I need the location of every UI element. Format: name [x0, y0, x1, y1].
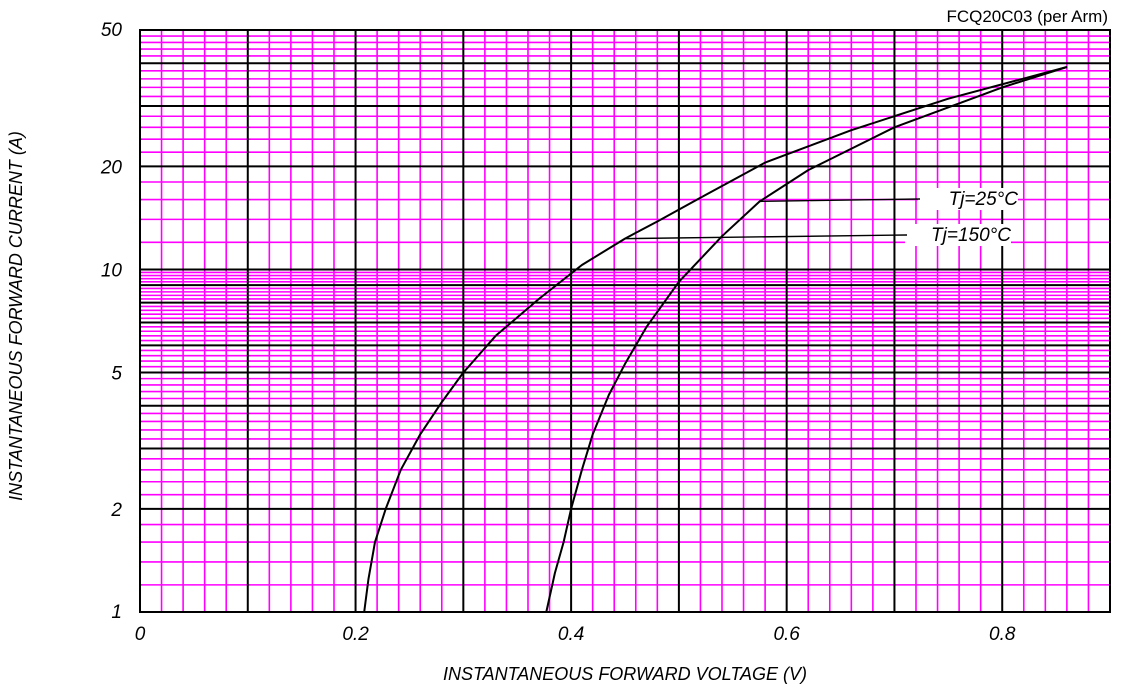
x-tick-labels: 0 0.2 0.4 0.6 0.8 [135, 624, 1016, 645]
x-axis-label: INSTANTANEOUS FORWARD VOLTAGE (V) [443, 664, 807, 684]
x-tick-label: 0 [135, 624, 146, 645]
y-tick-label: 10 [101, 260, 123, 281]
y-tick-label: 5 [111, 364, 122, 385]
series-layer [363, 66, 1068, 613]
chart-title: FCQ20C03 (per Arm) [946, 7, 1108, 26]
plot-frame [139, 29, 1111, 613]
series-annotation: Tj=25°C [759, 188, 1019, 210]
x-tick-label: 0.2 [342, 624, 369, 645]
series-label: Tj=25°C [949, 189, 1019, 210]
minor-grid [140, 30, 1110, 612]
series-line-tj-150c [363, 66, 1068, 613]
y-tick-labels: 1 2 5 10 20 50 [100, 20, 123, 623]
series-line-tj-25c [545, 66, 1068, 613]
x-tick-label: 0.6 [773, 624, 800, 645]
x-tick-label: 0.4 [558, 624, 584, 645]
x-tick-label: 0.8 [989, 624, 1016, 645]
annotation-leader-line [759, 198, 921, 203]
y-tick-label: 50 [101, 20, 123, 41]
y-tick-label: 20 [100, 157, 123, 178]
annotation-background [905, 224, 1011, 246]
series-annotations: Tj=25°C Tj=150°C [624, 188, 1019, 246]
y-tick-label: 2 [110, 500, 122, 521]
y-axis-label: INSTANTANEOUS FORWARD CURRENT (A) [6, 131, 26, 501]
y-tick-label: 1 [111, 602, 122, 623]
annotation-leader-line [624, 234, 908, 240]
annotation-background [918, 188, 1018, 210]
series-annotation: Tj=150°C [624, 224, 1011, 246]
series-label: Tj=150°C [931, 225, 1011, 246]
